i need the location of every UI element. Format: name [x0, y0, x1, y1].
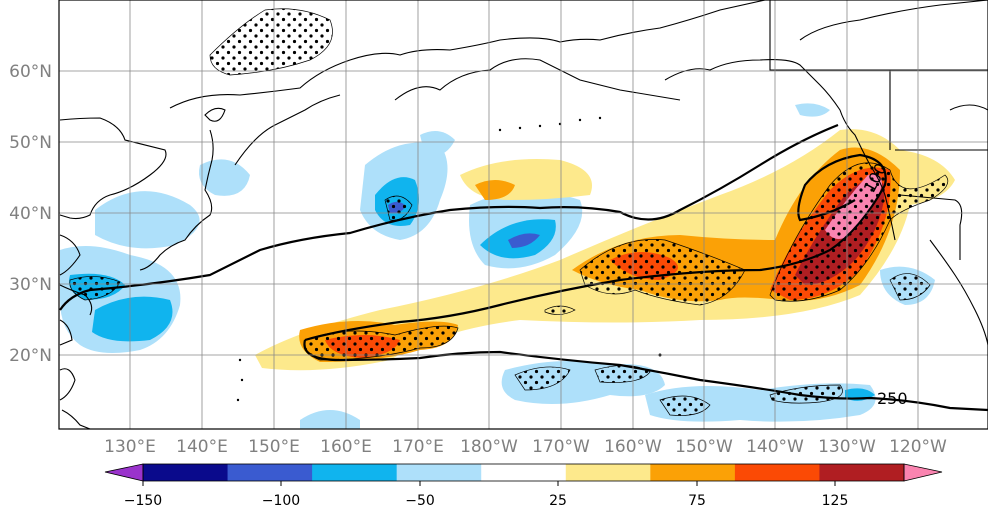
lon-label: 120°W — [889, 437, 947, 457]
colorbar-frame — [142, 463, 905, 482]
colorbar-tick-label: 75 — [688, 493, 706, 509]
colorbar-cell — [396, 464, 482, 481]
lon-label: 160°W — [604, 437, 662, 457]
gridlines — [59, 0, 988, 429]
colorbar-tick-label: 25 — [549, 493, 567, 509]
lat-label: 20°N — [9, 346, 52, 366]
colorbar-extend-max — [904, 464, 942, 481]
lon-label: 170°W — [532, 437, 590, 457]
contour-label-250: 250 — [877, 389, 908, 408]
colorbar: −150 −100 −50 25 75 125 — [104, 463, 943, 509]
colorbar-cell — [565, 464, 651, 481]
map-panel: 250 100 — [59, 0, 988, 429]
lon-label: 130°W — [818, 437, 876, 457]
lon-label: 170°E — [392, 437, 444, 457]
colorbar-extend-min — [105, 464, 143, 481]
colorbar-cell — [143, 464, 229, 481]
significance-stippling — [69, 8, 949, 416]
lon-label: 130°E — [104, 437, 156, 457]
lon-label: 150°W — [675, 437, 733, 457]
map-frame — [58, 0, 988, 430]
colorbar-cell — [227, 464, 313, 481]
coastlines — [59, 0, 988, 429]
lon-label: 150°E — [248, 437, 300, 457]
colorbar-cell — [734, 464, 820, 481]
colorbar-cells — [105, 464, 942, 481]
colorbar-tick-label: 125 — [822, 493, 849, 509]
lon-label: 140°W — [746, 437, 804, 457]
colorbar-tick-label: −50 — [405, 493, 435, 509]
lat-label: 30°N — [9, 275, 52, 295]
lon-label: 160°E — [320, 437, 372, 457]
lon-label: 140°E — [176, 437, 228, 457]
lat-label: 40°N — [9, 204, 52, 224]
longitude-labels: 130°E 140°E 150°E 160°E 170°E 180°W 170°… — [104, 437, 947, 457]
lon-label: 180°W — [460, 437, 518, 457]
colorbar-tick-label: −100 — [262, 493, 300, 509]
lat-label: 50°N — [9, 133, 52, 153]
colorbar-cell — [312, 464, 398, 481]
colorbar-cell — [819, 464, 905, 481]
colorbar-tick-label: −150 — [124, 493, 162, 509]
latitude-labels: 60°N 50°N 40°N 30°N 20°N — [9, 62, 52, 366]
colorbar-cell — [650, 464, 736, 481]
colorbar-cell — [481, 464, 567, 481]
lat-label: 60°N — [9, 62, 52, 82]
colorbar-tick-marks — [142, 481, 836, 486]
height-contours — [59, 123, 988, 412]
